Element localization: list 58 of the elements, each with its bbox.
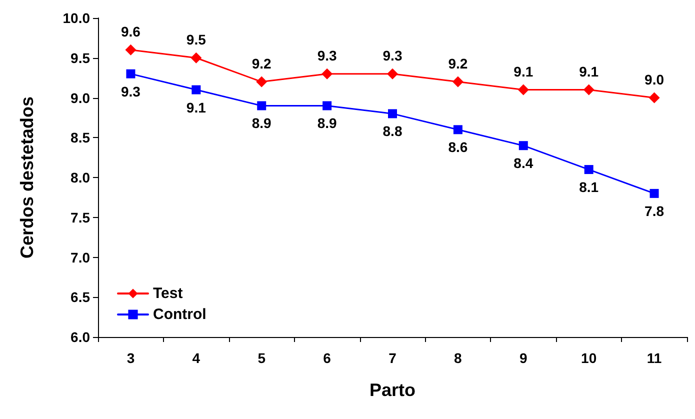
data-label: 9.2 — [252, 55, 272, 72]
y-tick-label: 8.5 — [70, 130, 90, 146]
point — [584, 165, 594, 174]
y-tick-label: 9.0 — [70, 90, 90, 106]
data-label: 8.9 — [252, 115, 272, 132]
legend-label: Test — [153, 285, 183, 302]
point — [256, 76, 268, 88]
y-tick-label: 6.0 — [70, 329, 90, 345]
y-tick-label: 8.0 — [70, 170, 90, 186]
point — [125, 44, 136, 56]
x-tick-label: 3 — [126, 350, 135, 366]
y-tick-label: 7.0 — [70, 249, 90, 266]
x-tick-label: 7 — [388, 350, 397, 366]
data-label: 7.8 — [644, 202, 664, 219]
legend-label: Control — [153, 306, 206, 323]
data-label: 8.6 — [448, 139, 468, 156]
y-tick-label: 9.5 — [70, 50, 90, 66]
point — [257, 101, 266, 110]
point — [322, 101, 332, 110]
data-label: 9.0 — [644, 71, 664, 88]
data-label: 8.1 — [579, 179, 599, 196]
point — [583, 84, 594, 96]
point — [387, 68, 398, 80]
point — [650, 188, 659, 198]
data-label: 9.3 — [382, 47, 402, 64]
y-tick-label: 10.0 — [62, 10, 90, 26]
point — [648, 92, 660, 104]
y-axis-title: Cerdos destetados — [17, 96, 37, 259]
y-tick-label: 7.5 — [70, 209, 90, 226]
x-tick-label: 4 — [192, 350, 200, 366]
point — [126, 69, 136, 78]
data-label: 8.9 — [317, 115, 337, 132]
x-tick-label: 9 — [519, 350, 528, 366]
data-label: 9.1 — [514, 63, 534, 80]
x-tick-label: 8 — [454, 350, 462, 366]
data-label: 9.2 — [448, 55, 468, 72]
point — [190, 52, 202, 64]
point — [452, 76, 464, 88]
x-tick-label: 10 — [581, 350, 597, 366]
x-tick-label: 5 — [258, 350, 266, 366]
data-label: 8.8 — [382, 123, 402, 140]
data-label: 9.6 — [120, 23, 141, 40]
data-label: 9.3 — [317, 47, 337, 64]
x-axis-title: Parto — [369, 380, 416, 400]
point — [518, 141, 528, 150]
point — [322, 68, 333, 80]
x-tick-label: 6 — [323, 350, 332, 366]
y-tick-label: 6.5 — [70, 289, 90, 306]
data-label: 8.4 — [514, 155, 534, 172]
point — [453, 125, 462, 134]
data-label: 9.1 — [579, 63, 599, 80]
point — [192, 85, 201, 94]
point — [388, 109, 397, 118]
data-label: 9.1 — [186, 99, 206, 116]
x-tick-label: 11 — [646, 350, 662, 366]
point — [518, 84, 529, 96]
data-label: 9.3 — [120, 83, 141, 100]
data-label: 9.5 — [186, 31, 206, 48]
